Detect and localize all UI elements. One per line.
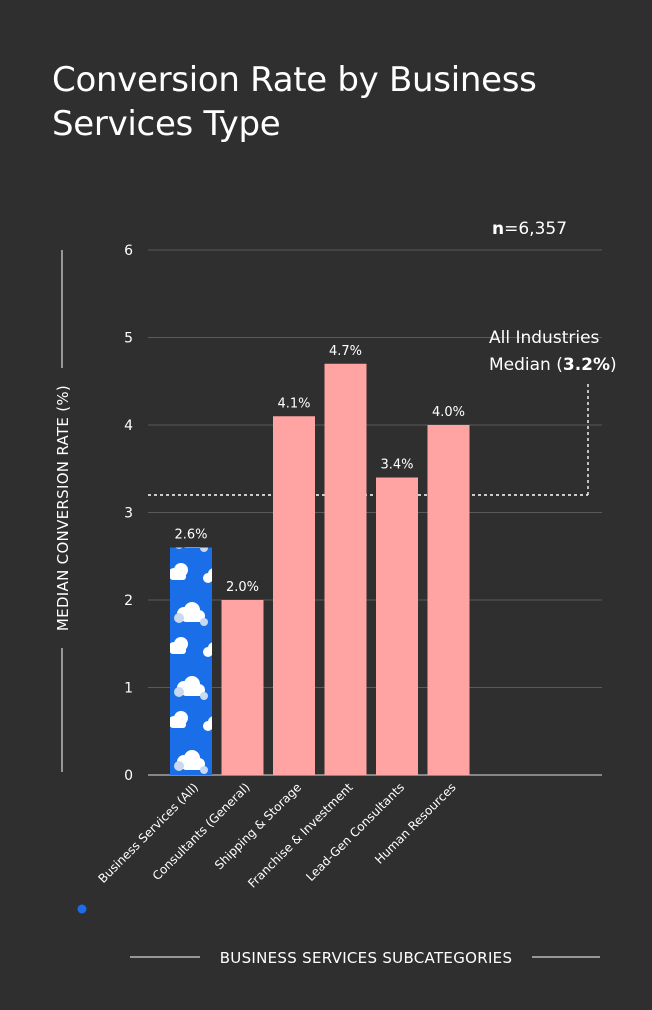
x-tick-label: Lead-Gen Consultants	[303, 780, 407, 884]
reference-label-value: 3.2%	[563, 355, 610, 375]
y-tick-label: 5	[124, 331, 133, 347]
bar	[221, 600, 264, 775]
x-tick-label: Franchise & Investment	[245, 780, 356, 891]
y-tick-label: 2	[124, 593, 133, 609]
x-tick-label: Consultants (General)	[150, 780, 253, 883]
y-axis-title: MEDIAN CONVERSION RATE (%)	[54, 385, 72, 631]
y-tick-label: 3	[124, 506, 133, 522]
data-label: 4.1%	[277, 396, 310, 411]
reference-label-prefix: Median (	[489, 355, 563, 375]
sample-size-value: =6,357	[504, 219, 567, 239]
highlight-dot	[77, 904, 87, 914]
sample-size-label: n=6,357	[492, 219, 567, 239]
y-tick-label: 4	[124, 418, 133, 434]
bar	[376, 477, 418, 775]
y-tick-label: 6	[124, 243, 133, 259]
bar	[273, 416, 315, 775]
chart-title: Conversion Rate by Business Services Typ…	[52, 60, 537, 144]
sample-size-prefix: n	[492, 219, 504, 239]
data-label: 2.0%	[226, 580, 259, 595]
reference-label-line2: Median (3.2%)	[489, 355, 617, 375]
reference-label-suffix: )	[610, 355, 617, 375]
bar-highlight	[170, 547, 212, 775]
data-label: 2.6%	[174, 528, 207, 543]
reference-label-line1: All Industries	[489, 328, 600, 348]
y-tick-label: 1	[124, 681, 133, 697]
data-label: 4.7%	[329, 344, 362, 359]
x-axis-title: BUSINESS SERVICES SUBCATEGORIES	[220, 949, 513, 967]
x-tick-label: Shipping & Storage	[212, 780, 304, 872]
bar	[427, 425, 470, 775]
data-label: 3.4%	[380, 458, 413, 473]
bar	[324, 363, 367, 775]
y-tick-label: 0	[124, 768, 133, 784]
x-tick-label: Business Services (All)	[95, 780, 201, 886]
data-label: 4.0%	[432, 405, 465, 420]
